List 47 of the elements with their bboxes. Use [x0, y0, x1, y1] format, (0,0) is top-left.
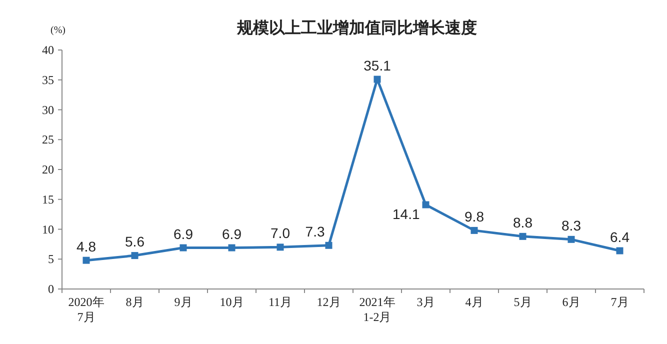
data-label: 6.4 [610, 228, 630, 245]
y-tick-label: 5 [48, 252, 54, 266]
x-tick-label: 2021年 1-2月 [359, 295, 396, 324]
data-label: 7.0 [270, 225, 290, 242]
point [422, 201, 430, 208]
data-label: 9.8 [464, 208, 484, 224]
data-label: 8.8 [513, 214, 533, 230]
x-tick-label: 4月 [465, 295, 484, 309]
data-label: 14.1 [392, 206, 420, 222]
point [568, 236, 575, 243]
chart-title: 规模以上工业增加值同比增长速度 [236, 18, 477, 37]
x-tick-label: 10月 [220, 295, 244, 309]
data-label: 6.9 [174, 226, 194, 242]
point [325, 242, 332, 249]
data-label: 35.1 [364, 57, 392, 74]
x-tick-label: 8月 [126, 295, 144, 309]
x-tick-label: 2020年 7月 [68, 295, 104, 324]
y-tick-label: 25 [42, 132, 54, 147]
y-tick-label: 0 [48, 282, 54, 296]
y-tick-label: 40 [42, 43, 54, 57]
data-label: 4.8 [76, 238, 96, 254]
x-tick-label: 9月 [174, 295, 192, 309]
point [519, 232, 526, 240]
y-tick-label: 35 [42, 72, 54, 87]
data-label: 7.3 [305, 223, 325, 240]
x-tick-label: 11月 [268, 295, 292, 309]
y-axis-title: (%) [50, 25, 66, 36]
y-tick-label: 30 [42, 102, 54, 117]
y-tick-label: 15 [42, 192, 54, 206]
data-label: 8.3 [562, 217, 582, 234]
point [470, 226, 478, 234]
x-tick-label: 7月 [610, 295, 629, 309]
point [228, 244, 236, 252]
data-label: 5.6 [125, 234, 145, 250]
x-tick-label: 5月 [514, 295, 532, 309]
point [131, 252, 138, 260]
point [82, 256, 90, 264]
data-label: 6.9 [222, 226, 242, 242]
x-tick-label: 3月 [416, 295, 435, 309]
point [374, 76, 381, 83]
point [180, 244, 187, 252]
point [616, 247, 624, 254]
x-tick-label: 6月 [562, 295, 580, 309]
point [276, 244, 284, 251]
x-tick-label: 12月 [316, 295, 341, 309]
y-tick-label: 10 [42, 222, 54, 236]
y-tick-label: 20 [42, 162, 54, 176]
